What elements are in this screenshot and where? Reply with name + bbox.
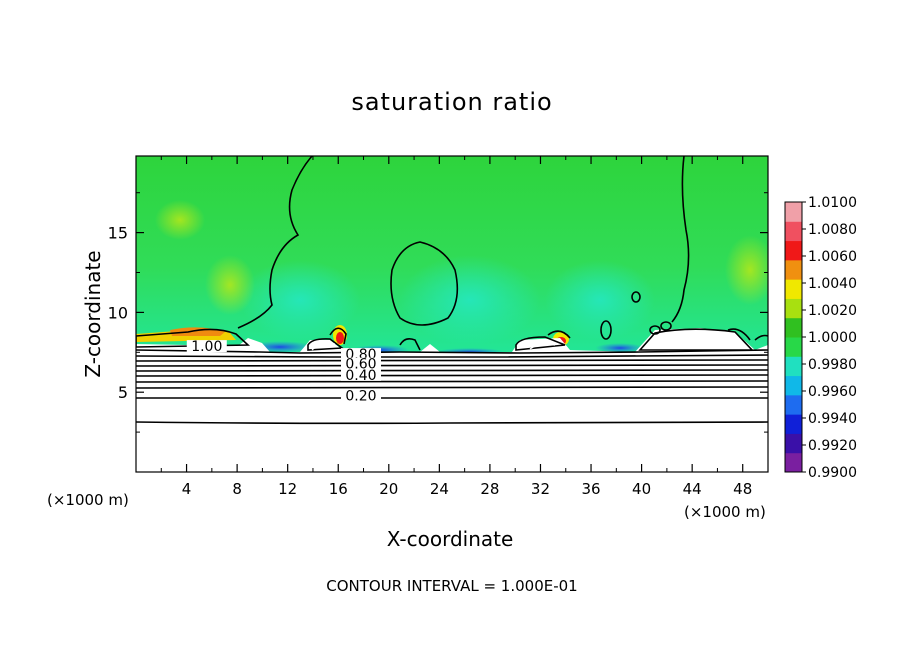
x-tick-label: 40: [632, 480, 651, 498]
colorbar-swatch: [785, 356, 802, 377]
x-axis-label: X-coordinate: [386, 527, 514, 551]
contour-interval-note: CONTOUR INTERVAL = 1.000E-01: [326, 577, 578, 595]
x-tick-label: 20: [379, 480, 398, 498]
contour-label-bg: [340, 348, 381, 361]
x-tick-label: 4: [182, 480, 192, 498]
colorbar-tick-label: 1.0100: [808, 195, 857, 211]
colorbar-tick-label: 0.9940: [808, 411, 857, 427]
y-tick-label: 5: [118, 383, 128, 402]
colorbar-swatch: [785, 298, 802, 319]
colorbar-swatch: [785, 240, 802, 261]
plot-frame: [135, 155, 769, 473]
x-tick-label: 36: [581, 480, 600, 498]
colorbar-swatch: [785, 414, 802, 434]
contour-label: 0.40: [345, 368, 376, 384]
contour-label-bg: [340, 389, 381, 402]
colorbar-tick-label: 0.9980: [808, 357, 857, 373]
x-tick-label: 8: [232, 480, 242, 498]
y-axis-unit: (×1000 m): [47, 491, 129, 509]
field-shading: [136, 156, 768, 472]
colorbar-swatch: [785, 433, 802, 454]
colorbar: 1.0100 1.0080 1.0060 1.0040 1.0020 1.0000 0.99…: [784, 195, 857, 481]
x-axis-ticks: 4 8 12 16 20 24 28 32 36 40 44 48: [160, 156, 752, 498]
colorbar-tick-label: 0.9900: [808, 465, 857, 481]
y-tick-label: 15: [108, 224, 128, 243]
colorbar-swatch: [785, 259, 802, 280]
x-tick-label: 16: [329, 480, 348, 498]
colorbar-swatch: [785, 221, 802, 242]
x-tick-label: 32: [531, 480, 550, 498]
colorbar-tick-label: 0.9920: [808, 438, 857, 454]
x-tick-label: 12: [278, 480, 297, 498]
colorbar-swatch: [785, 279, 802, 299]
x-axis-unit: (×1000 m): [684, 503, 766, 521]
subsaturated-region: [136, 354, 768, 472]
colorbar-tick-label: 1.0060: [808, 249, 857, 265]
colorbar-swatch: [785, 375, 802, 396]
colorbar-swatch: [785, 317, 802, 338]
contour-label: 0.60: [345, 357, 376, 373]
x-tick-label: 44: [683, 480, 702, 498]
colorbar-tick-label: 1.0020: [808, 303, 857, 319]
colorbar-swatch: [785, 202, 802, 222]
contour-label-bg: [340, 368, 381, 381]
contour-label: 1.00: [191, 339, 222, 355]
contour-label-bg: [186, 340, 227, 353]
x-tick-label: 48: [733, 480, 752, 498]
x-tick-label: 24: [430, 480, 449, 498]
colorbar-tick-label: 1.0040: [808, 276, 857, 292]
y-axis-label: Z-coordinate: [81, 250, 105, 378]
contour-labels: 1.00 0.800.600.400.20: [186, 339, 381, 405]
contour-label: 0.20: [345, 389, 376, 405]
colorbar-tick-label: 1.0000: [808, 330, 857, 346]
colorbar-tick-label: 0.9960: [808, 384, 857, 400]
colorbar-swatch: [785, 337, 802, 357]
colorbar-swatch: [785, 452, 802, 473]
colorbar-swatch: [785, 394, 802, 415]
y-tick-label: 10: [108, 303, 128, 322]
x-tick-label: 28: [480, 480, 499, 498]
contour-lines: [136, 156, 768, 425]
chart-title: saturation ratio: [351, 88, 553, 116]
colorbar-tick-label: 1.0080: [808, 222, 857, 238]
y-axis-ticks: 5 10 15: [108, 192, 768, 433]
contour-label-bg: [340, 357, 381, 370]
